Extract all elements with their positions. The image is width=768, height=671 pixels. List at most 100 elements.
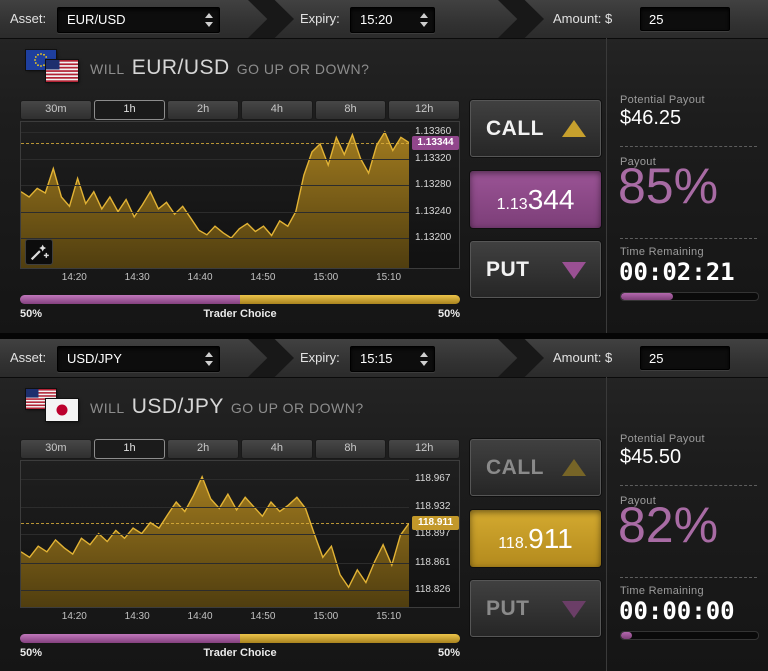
gridline — [21, 185, 409, 187]
current-price-tag: 1.13344 — [412, 135, 459, 150]
x-axis-tick-label: 15:10 — [376, 611, 402, 622]
japan-flag-icon — [46, 399, 78, 421]
call-button-label: CALL — [486, 117, 544, 140]
trader-choice-labels: Trader Choice 50% 50% — [20, 647, 460, 661]
current-price-tag: 118.911 — [412, 516, 459, 531]
gridline — [21, 590, 409, 592]
x-axis-tick-label: 14:40 — [187, 272, 213, 283]
call-button[interactable]: CALL — [470, 439, 601, 496]
trade-panel-usdjpy: Asset: USD/JPY Expiry: 15:15 Amount: $ — [0, 339, 768, 671]
asset-toolbar: Asset: EUR/USD Expiry: 15:20 Amount: $ — [0, 0, 768, 39]
trader-choice-right-pct: 50% — [437, 308, 460, 320]
amount-label: Amount: $ — [553, 350, 613, 365]
y-axis-tick-label: 118.897 — [415, 528, 451, 540]
select-updown-icon — [420, 13, 428, 27]
trade-actions: CALL 1.13 344 PUT — [470, 0, 601, 333]
tab-1h[interactable]: 1h — [93, 439, 166, 459]
y-axis-tick-label: 1.13320 — [415, 152, 452, 164]
title-prefix: WILL — [90, 61, 125, 77]
strike-price-integer: 1.13 — [496, 195, 528, 213]
expiry-label: Expiry: — [300, 350, 340, 365]
y-axis-tick-label: 118.861 — [415, 556, 451, 568]
asset-select[interactable]: EUR/USD — [57, 7, 220, 33]
trader-choice-left-pct: 50% — [20, 308, 43, 320]
payout-label: Payout — [620, 495, 657, 507]
current-price-line — [21, 142, 409, 144]
trader-choice-call-segment — [20, 634, 240, 643]
expiry-select-value: 15:15 — [360, 351, 393, 366]
trade-panel-eurusd: Asset: EUR/USD Expiry: 15:20 Amount: $ — [0, 0, 768, 333]
gridline — [21, 506, 409, 508]
time-remaining-progressbar — [620, 292, 759, 301]
gridline — [21, 562, 409, 564]
expiry-select[interactable]: 15:20 — [350, 7, 435, 33]
tab-8h[interactable]: 8h — [314, 439, 387, 459]
arrow-divider-icon — [248, 339, 294, 377]
trader-choice-labels: Trader Choice 50% 50% — [20, 308, 460, 322]
title-suffix: GO UP OR DOWN? — [236, 61, 370, 77]
x-axis-tick-label: 14:50 — [250, 272, 276, 283]
call-button[interactable]: CALL — [470, 100, 601, 157]
potential-payout-value: $46.25 — [620, 107, 682, 129]
gridline — [21, 131, 409, 133]
put-button[interactable]: PUT — [470, 241, 601, 298]
put-button[interactable]: PUT — [470, 580, 601, 637]
trader-choice-put-segment — [240, 295, 460, 304]
expiry-label: Expiry: — [300, 11, 340, 26]
potential-payout-value: $45.50 — [620, 446, 682, 468]
potential-payout-label: Potential Payout — [620, 433, 705, 445]
question-title: WILL USD/JPY GO UP OR DOWN? — [90, 395, 364, 419]
asset-label: Asset: — [10, 11, 47, 26]
price-area-chart — [21, 475, 409, 607]
dashed-divider — [620, 146, 757, 147]
dashed-divider — [620, 485, 757, 486]
time-remaining-countdown: 00:00:00 — [619, 597, 735, 625]
payout-percentage: 82% — [618, 497, 719, 553]
tab-8h[interactable]: 8h — [314, 100, 387, 120]
time-remaining-progress-fill — [621, 632, 632, 639]
price-chart: 118.967 118.932 118.897 118.861 118.826 118.9… — [20, 460, 460, 608]
amount-input[interactable] — [640, 7, 730, 31]
strike-price-display: 118. 911 — [470, 510, 601, 567]
dashed-divider — [620, 238, 757, 239]
tab-1h[interactable]: 1h — [93, 100, 166, 120]
trader-choice-title: Trader Choice — [203, 308, 277, 320]
asset-flags — [26, 389, 84, 425]
timeframe-tabs: 30m 1h 2h 4h 8h 12h — [20, 439, 461, 459]
x-axis-tick-label: 15:00 — [313, 272, 339, 283]
tab-4h[interactable]: 4h — [241, 439, 313, 459]
asset-label: Asset: — [10, 350, 47, 365]
asset-select[interactable]: USD/JPY — [57, 346, 220, 372]
amount-input[interactable] — [640, 346, 730, 370]
trader-choice-title: Trader Choice — [203, 647, 277, 659]
call-up-triangle-icon — [562, 120, 586, 137]
tab-12h[interactable]: 12h — [388, 100, 461, 120]
price-area-chart — [21, 130, 409, 268]
tab-12h[interactable]: 12h — [388, 439, 461, 459]
dashed-divider — [620, 577, 757, 578]
time-remaining-label: Time Remaining — [620, 585, 704, 597]
time-remaining-progressbar — [620, 631, 759, 640]
strike-price-display: 1.13 344 — [470, 171, 601, 228]
question-title: WILL EUR/USD GO UP OR DOWN? — [90, 56, 369, 80]
tab-30m[interactable]: 30m — [20, 100, 92, 120]
asset-select-value: EUR/USD — [67, 12, 126, 27]
call-button-label: CALL — [486, 456, 544, 479]
y-axis-tick-label: 118.826 — [415, 584, 451, 596]
y-axis-tick-label: 118.932 — [415, 500, 451, 512]
chart-plot-area — [21, 122, 409, 268]
tab-2h[interactable]: 2h — [167, 439, 240, 459]
chart-tools-wand-button[interactable] — [25, 239, 53, 265]
select-updown-icon — [205, 352, 213, 366]
tab-2h[interactable]: 2h — [167, 100, 240, 120]
gridline — [21, 238, 409, 240]
title-suffix: GO UP OR DOWN? — [230, 400, 364, 416]
gridline — [21, 211, 409, 213]
trader-choice-bar — [20, 295, 460, 304]
tab-30m[interactable]: 30m — [20, 439, 92, 459]
timeframe-tabs: 30m 1h 2h 4h 8h 12h — [20, 100, 461, 120]
tab-4h[interactable]: 4h — [241, 100, 313, 120]
expiry-select[interactable]: 15:15 — [350, 346, 435, 372]
potential-payout-label: Potential Payout — [620, 94, 705, 106]
y-axis-tick-label: 1.13360 — [415, 125, 452, 137]
